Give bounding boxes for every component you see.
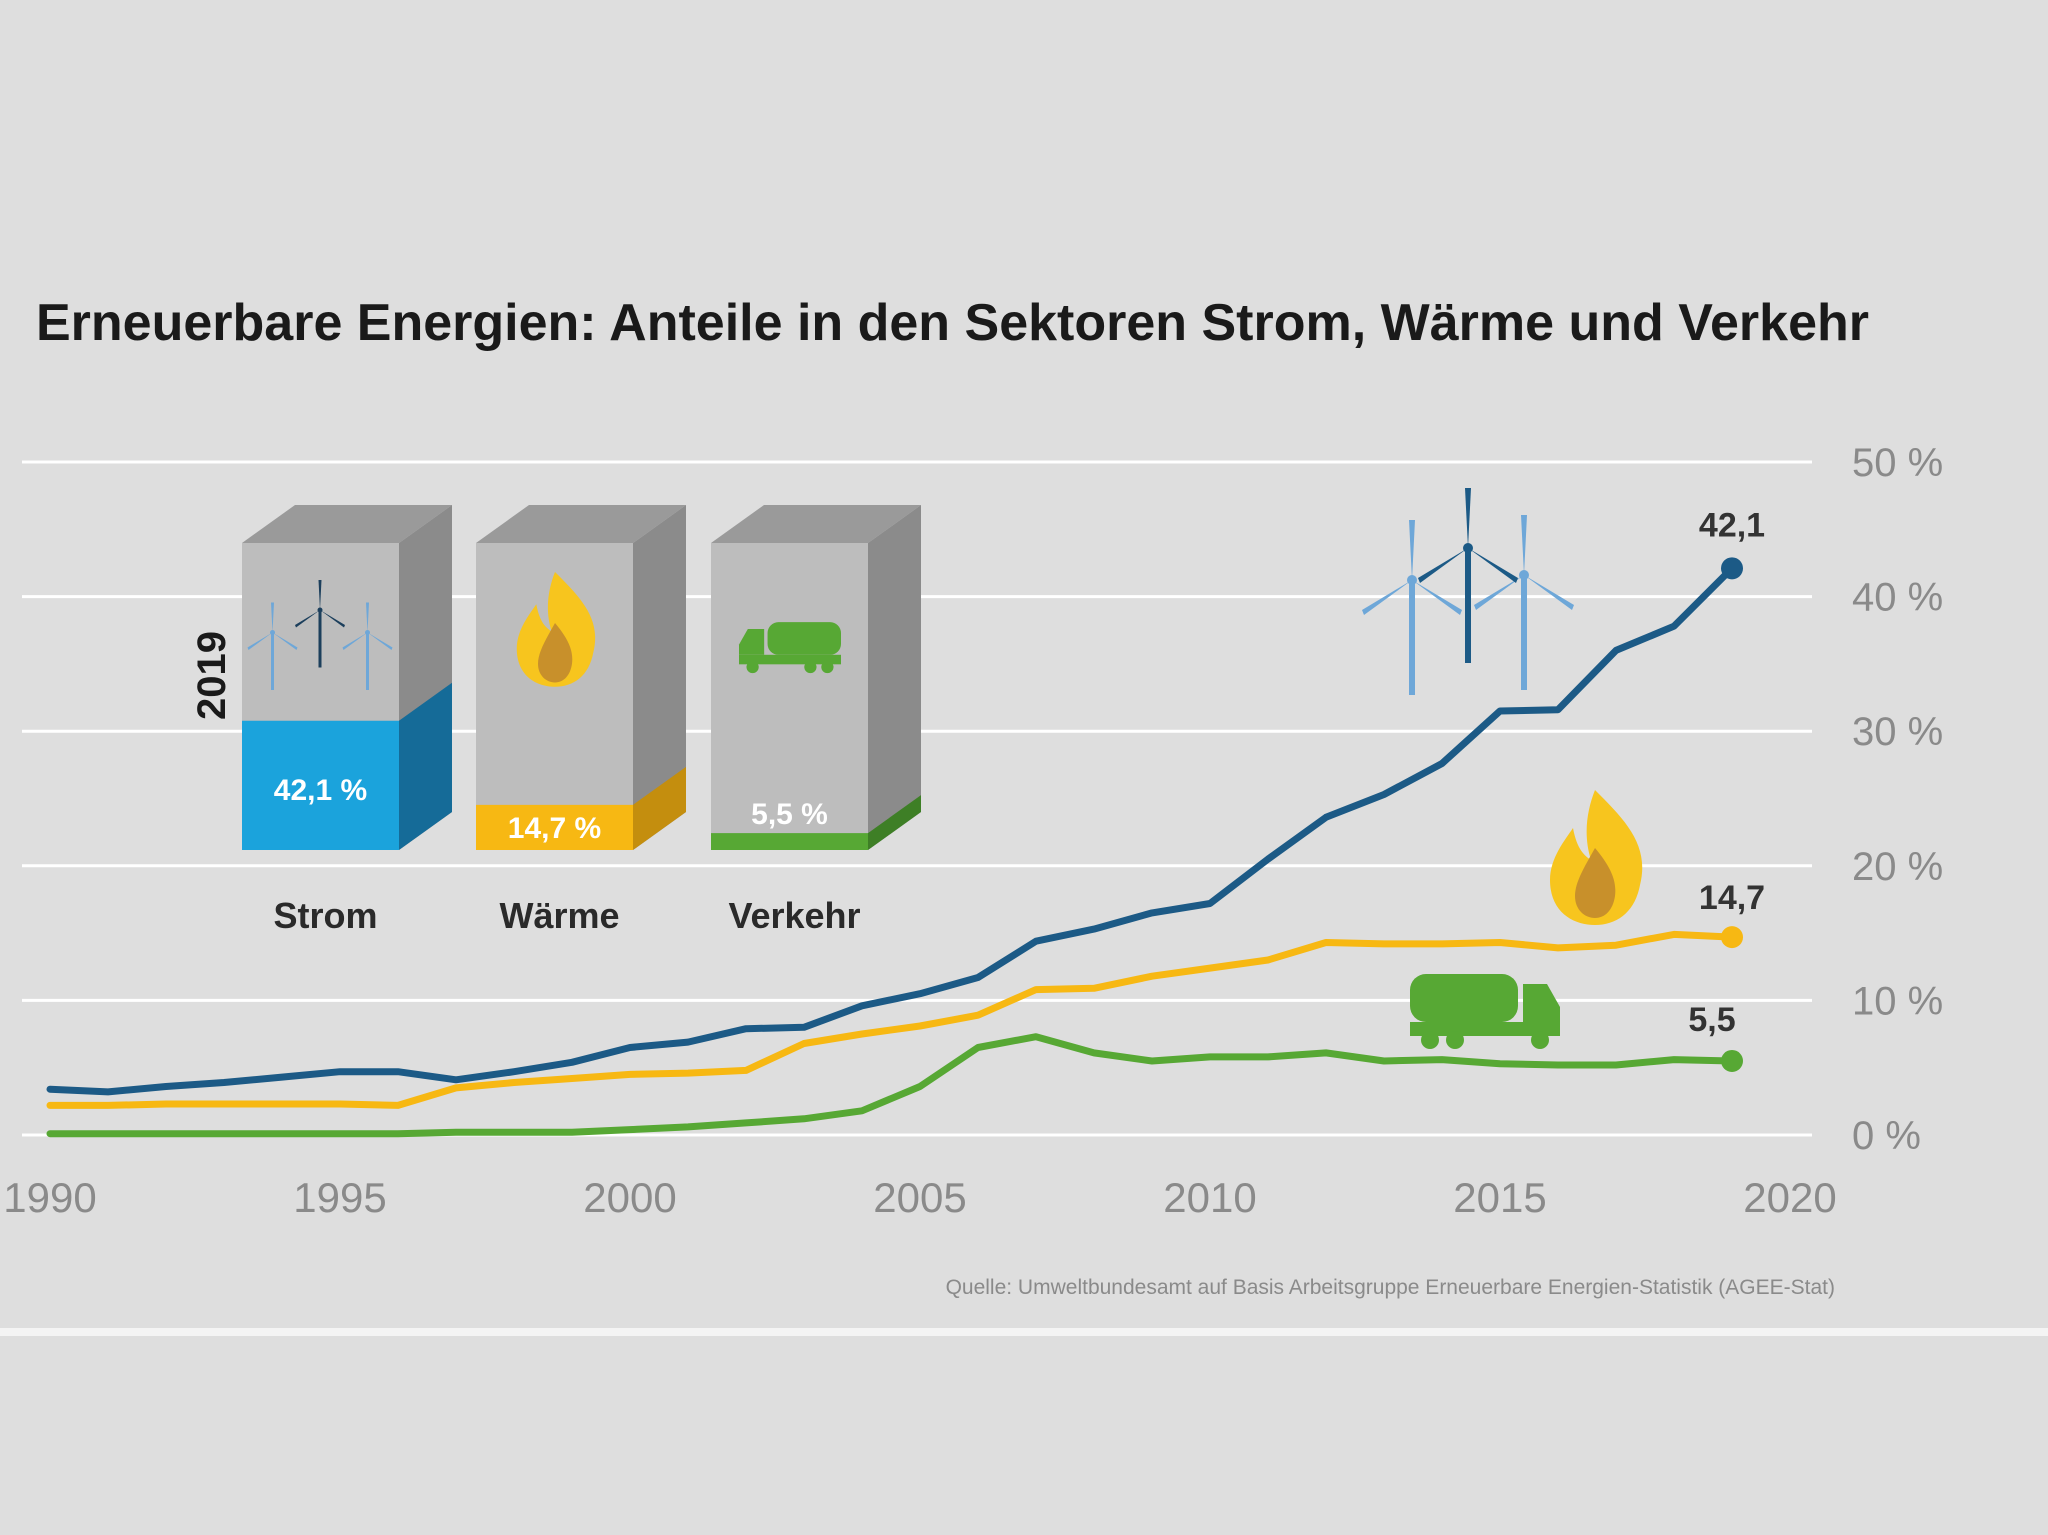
- series-endpoint-strom: [1721, 557, 1743, 580]
- y-tick-label: 50 %: [1852, 441, 1943, 485]
- inset-category-label: Wärme: [499, 895, 619, 936]
- box-top: [711, 505, 921, 543]
- tanker-truck-icon: [1410, 974, 1560, 1049]
- chart-title: Erneuerbare Energien: Anteile in den Sek…: [36, 294, 1869, 352]
- y-tick-label: 30 %: [1852, 710, 1943, 754]
- series-endpoint-waerme: [1721, 926, 1743, 949]
- inset-year-label: 2019: [190, 631, 234, 720]
- box-top: [242, 505, 452, 543]
- y-tick-label: 20 %: [1852, 845, 1943, 889]
- series-end-label-strom: 42,1: [1699, 506, 1765, 544]
- series-end-label-verkehr: 5,5: [1688, 1001, 1735, 1039]
- box-fill-side: [633, 766, 686, 850]
- wind-turbines-icon: [1362, 488, 1574, 695]
- source-note: Quelle: Umweltbundesamt auf Basis Arbeit…: [946, 1276, 1835, 1299]
- x-tick-label: 2005: [873, 1174, 966, 1221]
- inset-category-label: Strom: [273, 895, 377, 936]
- bottom-divider: [0, 1328, 2048, 1336]
- box-side: [633, 505, 686, 850]
- y-tick-label: 40 %: [1852, 576, 1943, 620]
- series-line-waerme: [46, 930, 1736, 1109]
- x-tick-label: 2010: [1163, 1174, 1256, 1221]
- series-endpoint-verkehr: [1721, 1049, 1743, 1072]
- inset-bar-strom: 42,1 % Strom: [242, 505, 452, 936]
- inset-value-label: 5,5 %: [751, 798, 828, 831]
- box-fill-front: [476, 804, 633, 850]
- box-fill-side: [399, 682, 452, 850]
- x-axis: 1990 1995 2000 2005 2010 2015 2020: [3, 1174, 1836, 1221]
- box-fill-front: [711, 833, 868, 850]
- box-front: [711, 543, 868, 850]
- box-side: [868, 505, 921, 850]
- series-line-verkehr: [46, 1033, 1736, 1138]
- y-tick-label: 10 %: [1852, 979, 1943, 1023]
- x-tick-label: 1995: [293, 1174, 386, 1221]
- series-end-label-waerme: 14,7: [1699, 879, 1765, 917]
- y-axis: 0 % 10 % 20 % 30 % 40 % 50 %: [1852, 441, 1943, 1158]
- inset-value-label: 14,7 %: [508, 812, 601, 845]
- inset-category-label: Verkehr: [728, 895, 860, 936]
- box-fill-front: [242, 720, 399, 850]
- series-line-strom: [46, 564, 1736, 1096]
- x-tick-label: 2020: [1743, 1174, 1836, 1221]
- x-tick-label: 2015: [1453, 1174, 1546, 1221]
- x-tick-label: 2000: [583, 1174, 676, 1221]
- inset-value-label: 42,1 %: [274, 774, 367, 807]
- box-top: [476, 505, 686, 543]
- line-series: 42,1 14,7 5,5: [46, 506, 1765, 1138]
- x-tick-label: 1990: [3, 1174, 96, 1221]
- y-tick-label: 0 %: [1852, 1114, 1921, 1158]
- inset-bar-verkehr: 5,5 % Verkehr: [711, 505, 921, 936]
- box-fill-side: [868, 795, 921, 850]
- inset-bar-waerme: 14,7 % Wärme: [476, 505, 686, 936]
- flame-icon: [1550, 790, 1643, 925]
- inset-2019-bars: 42,1 % Strom 14,7 % Wärme 5,5 % Verkehr 2019: [190, 505, 921, 936]
